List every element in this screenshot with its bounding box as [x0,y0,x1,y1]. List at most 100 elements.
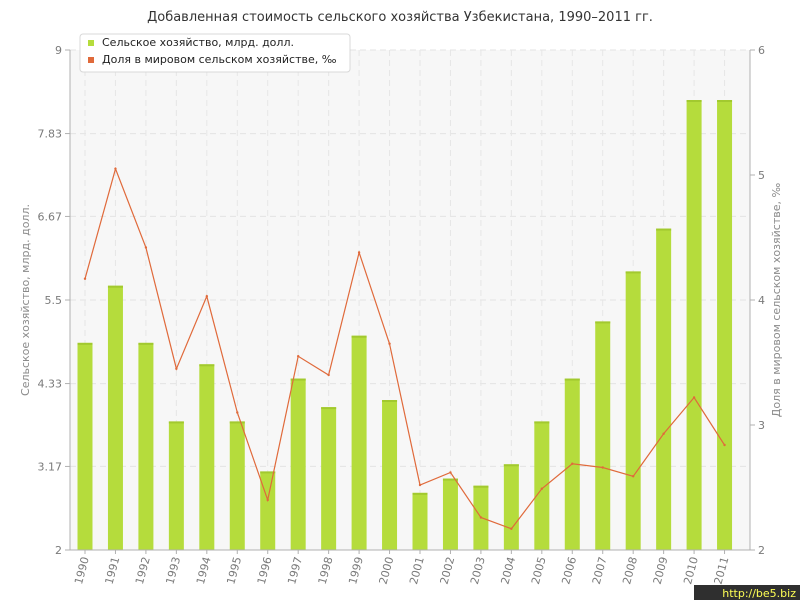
bar-top-edge [351,335,367,338]
line-point [114,167,117,170]
bar [107,285,123,550]
bar-top-edge [260,471,276,474]
line-point [692,396,696,399]
bar [717,100,733,550]
y-tick-label: 6.67 [38,210,63,223]
x-tick-label: 2007 [590,555,610,585]
x-tick-label: 1997 [285,555,305,585]
line-point [266,498,269,502]
bar-top-edge [473,485,489,488]
chart-title: Добавленная стоимость сельского хозяйств… [147,10,653,25]
x-tick-label: 1992 [133,555,153,585]
bar [412,492,428,550]
bar [625,271,641,550]
x-tick-label: 2003 [468,555,488,585]
x-tick-label: 1999 [346,555,366,585]
y-tick-label: 3.17 [38,460,63,473]
line-point [144,246,148,249]
bar-top-edge [199,364,215,367]
x-tick-label: 1995 [224,555,244,585]
line-point [479,516,483,519]
x-tick-label: 1991 [103,555,123,585]
bar-top-edge [107,285,123,288]
bar [503,464,519,550]
bar-top-edge [382,400,398,402]
bar-top-edge [656,228,672,231]
y-right-tick-label: 3 [758,419,765,432]
bar [382,400,398,550]
x-tick-label: 1996 [255,555,275,585]
x-tick-label: 2009 [651,555,671,585]
y-right-tick-label: 6 [758,44,765,57]
bar-top-edge [595,321,611,324]
line-point [357,251,361,254]
line-series-path [84,166,726,530]
grid [70,49,750,550]
x-tick-label: 2001 [407,555,427,585]
legend-label-bars: Сельское хозяйство, млрд. долл. [102,36,294,49]
bar [138,342,154,550]
line-point [449,471,452,474]
line-point [236,411,239,414]
y-tick-label: 4.33 [38,378,63,391]
bar-top-edge [442,478,458,481]
bar-top-edge [625,271,641,274]
line-point [388,342,391,345]
bar [290,378,306,550]
x-tick-label: 1993 [163,555,183,585]
legend-swatch-bars [88,40,94,46]
bar [351,335,367,550]
x-tick-label: 2005 [529,555,549,585]
x-tick-label: 2011 [712,555,732,585]
y-axis-title-left: Сельское хозяйство, млрд. долл. [19,204,32,396]
bar-top-edge [534,421,550,424]
line-point [418,483,422,487]
bar-top-edge [138,342,154,345]
line-point [175,367,178,370]
y-right-tick-label: 4 [758,294,765,307]
bar-series [77,100,733,551]
y-right-tick-label: 5 [758,169,765,182]
x-tick-label: 2008 [620,555,640,585]
y-right-tick-label: 2 [758,544,765,557]
bar [442,478,458,550]
line-point [631,475,635,478]
bar-top-edge [412,492,428,495]
y-tick-label: 7.83 [38,128,63,141]
bar-top-edge [686,100,702,102]
watermark-text: http://be5.biz [722,587,796,600]
y-tick-label: 5.5 [45,294,63,307]
line-point [662,432,665,435]
bar [168,421,184,550]
watermark-box [694,585,800,600]
x-tick-label: 2002 [438,555,458,585]
x-tick-label: 2004 [498,555,518,585]
line-point [601,466,604,469]
line-point [296,355,300,358]
legend-label-line: Доля в мировом сельском хозяйстве, ‰ [102,53,337,66]
line-series [83,166,726,530]
legend-box [79,33,351,73]
line-point [205,295,209,298]
y-tick-label: 2 [55,544,62,557]
line-point [723,443,726,447]
bar-top-edge [321,407,337,410]
x-tick-label: 1990 [72,555,92,585]
bar-top-edge [229,421,245,424]
watermark: http://be5.biz [694,585,800,600]
bar-top-edge [168,421,184,424]
bar [686,100,702,550]
bar [77,342,93,550]
line-point [571,462,574,465]
line-point [83,277,87,280]
x-tick-label: 1994 [194,555,214,585]
y-tick-label: 9 [55,44,62,57]
bar [199,364,215,550]
bar [656,228,672,551]
bar [229,421,245,550]
bar-top-edge [503,464,519,467]
x-tick-label: 1998 [316,555,336,585]
bar-top-edge [717,100,733,102]
bar-top-edge [77,342,93,345]
